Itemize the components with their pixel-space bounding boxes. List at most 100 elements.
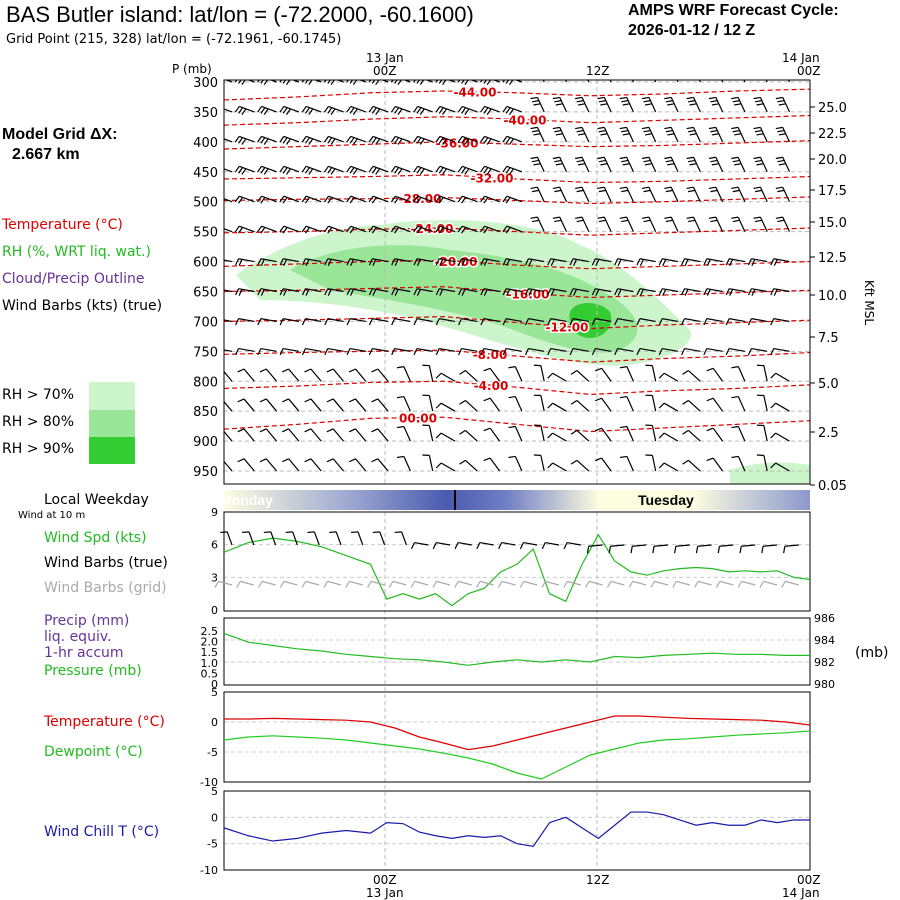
wind-barb (706, 347, 723, 352)
wind-barb-feather (505, 137, 511, 144)
wind-barb-feather (664, 186, 672, 190)
wind-barb-feather (530, 126, 538, 130)
wind-barb-feather (555, 103, 563, 106)
temp-y-tick: -5 (207, 746, 218, 759)
wind-barb-feather (731, 186, 739, 190)
wind-barb-feather (594, 427, 602, 432)
wind-speed-line (223, 533, 811, 607)
wind-barb-feather (480, 258, 485, 266)
wind-barb-feather (371, 197, 377, 204)
wind-barb-feather (686, 216, 694, 219)
wind-barb-feather (502, 106, 508, 113)
wind-barb-feather (279, 225, 285, 233)
sfc-wind-barb-grid (392, 580, 407, 586)
wind-barb (617, 258, 634, 263)
wind-barb-feather (751, 289, 756, 296)
dew-label: Dewpoint (°C) (44, 744, 143, 760)
wind-barb (439, 318, 456, 322)
wind-barb-feather (346, 136, 352, 143)
wind-barb-feather (598, 100, 606, 103)
sfc-wind-barb-grid-feather (519, 581, 525, 588)
pressure-y-tick: 984 (814, 634, 835, 647)
sfc-wind-barb-feather (761, 546, 764, 554)
wind-barb (581, 186, 590, 202)
wind-barb (712, 397, 724, 412)
sfc-wind-barb-feather (652, 546, 655, 554)
wind-barb (327, 288, 344, 293)
wind-barb-feather (688, 71, 695, 72)
bottom-tick-00z-b: 00Z (797, 873, 821, 887)
wind-barb (305, 318, 322, 322)
wind-barb-feather (576, 129, 584, 133)
model-grid-label: Model Grid ΔX: (2, 126, 118, 143)
sfc-wind-barb-grid-feather (323, 581, 328, 588)
wind-barb-feather (259, 368, 267, 373)
wind-barb (465, 459, 478, 472)
wind-barb (552, 402, 567, 412)
wind-barb-feather (530, 96, 538, 100)
wind-barb-feather (461, 227, 467, 234)
wind-barb-feather (502, 80, 506, 83)
wind-barb-feather (706, 457, 714, 462)
wind-barb (684, 288, 701, 293)
wind-barb (224, 400, 233, 412)
wind-barb (536, 97, 545, 113)
wind-barb-feather (327, 227, 333, 234)
wind-barb-feather (457, 80, 461, 83)
temperature-contour (224, 227, 810, 236)
wind-barb (416, 318, 433, 322)
wind-barb-feather (238, 80, 242, 84)
wind-barb (372, 318, 389, 322)
temperature-contour-label: -20.00 (435, 255, 478, 269)
wind-barb-feather (598, 159, 606, 163)
wind-barb-feather (327, 107, 333, 114)
wind-barb-feather (238, 107, 244, 114)
sfc-wind-barb (610, 544, 625, 547)
wind-barb-feather (435, 402, 442, 409)
wind-barb-feather (703, 318, 708, 326)
wind-barb (514, 456, 523, 472)
wind-barb (484, 135, 500, 143)
wind-barb-feather (257, 318, 262, 326)
wind-barb (439, 165, 456, 173)
sfc-wind-barb-feather (717, 546, 721, 554)
wind-barb-feather (686, 186, 694, 190)
wind-barb-feather (224, 109, 225, 110)
wind-barb (773, 258, 790, 263)
wind-barb-feather (352, 108, 358, 115)
wind-barb-feather (263, 138, 269, 145)
wind-barb (639, 258, 656, 263)
wind-barb-feather (282, 197, 288, 204)
wind-barb (712, 427, 724, 442)
wind-barb-feather (349, 167, 355, 174)
sfc-wind-barb-grid (261, 580, 276, 586)
temperature-contour-label: -32.00 (471, 172, 514, 186)
wind-barb-feather (554, 159, 562, 163)
wind-barb (688, 370, 701, 382)
sfc-wind-barb-grid (632, 580, 647, 586)
sfc-wind-barb-grid-feather (781, 581, 786, 588)
wind-barb-feather (279, 318, 284, 326)
wind-barb-feather (237, 428, 245, 433)
p-tick-label: 450 (193, 166, 218, 181)
wind-panel-frame (223, 511, 811, 612)
wind-barb-feather (282, 80, 287, 84)
wind-barb (706, 318, 723, 322)
wind-barb-feather (569, 348, 574, 356)
wind-barb-feather (686, 126, 694, 130)
wind-barb (328, 165, 344, 173)
wind-barb (265, 458, 278, 472)
p-tick-label: 500 (193, 196, 218, 211)
sfc-wind-barb (292, 531, 298, 546)
wind-barb-feather (576, 189, 584, 193)
wind-barb-feather (778, 163, 786, 166)
top-tick-00z-b: 00Z (797, 64, 821, 78)
sfc-wind-barb-feather (350, 531, 359, 534)
wind-barb (550, 347, 567, 352)
wind-barb-feather (598, 189, 606, 193)
wind-barb-feather (531, 100, 540, 103)
spd-label: Wind Spd (kts) (44, 530, 147, 546)
wind-barb-feather (731, 395, 739, 399)
wind-barb (572, 347, 589, 352)
